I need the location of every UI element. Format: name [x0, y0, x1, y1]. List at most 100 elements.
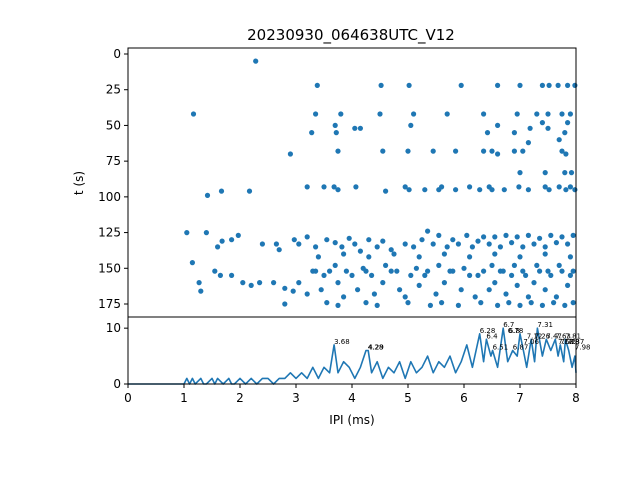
scatter-point [555, 82, 561, 88]
scatter-point [495, 302, 501, 308]
scatter-point [360, 265, 366, 271]
peak-label: 7.12 [527, 332, 543, 340]
x-axis-ticks: 0 1 2 3 4 5 6 7 8 [124, 384, 580, 405]
scatter-point [450, 237, 456, 243]
scatter-point [198, 288, 204, 294]
scatter-points [184, 58, 578, 308]
scatter-point [567, 254, 574, 260]
scatter-point [253, 58, 259, 64]
scatter-point [343, 268, 349, 274]
scatter-point [542, 287, 548, 293]
scatter-point [439, 300, 445, 306]
scatter-point [484, 130, 491, 136]
scatter-point [501, 187, 507, 193]
ipi-line-series [128, 327, 577, 385]
scatter-point [276, 247, 282, 253]
peak-label: 7.47 [546, 332, 562, 340]
scatter-point [402, 294, 408, 300]
scatter-point [332, 262, 338, 268]
scatter-point [371, 291, 377, 297]
scatter-point [492, 280, 498, 286]
scatter-point [517, 254, 523, 260]
peak-label: 4.29 [368, 344, 384, 352]
x-tick-label: 6 [460, 391, 468, 405]
scatter-point [495, 122, 501, 128]
scatter-point [534, 111, 540, 117]
scatter-point [240, 280, 246, 286]
y-tick-label: 10 [106, 321, 121, 335]
scatter-point [380, 148, 386, 154]
scatter-point [374, 244, 380, 250]
scatter-point [248, 282, 254, 288]
scatter-point [467, 184, 473, 190]
scatter-point [335, 187, 341, 193]
scatter-point [478, 300, 484, 306]
scatter-point [282, 285, 288, 291]
scatter-point [525, 232, 532, 238]
scatter-point [321, 272, 327, 278]
scatter-point [184, 230, 190, 236]
scatter-point [419, 237, 425, 243]
scatter-point [548, 272, 554, 278]
scatter-point [217, 272, 223, 278]
scatter-point [475, 238, 481, 244]
scatter-point [495, 82, 501, 88]
peak-label: 7.31 [537, 321, 553, 329]
scatter-point [341, 294, 347, 300]
scatter-point [481, 268, 487, 274]
scatter-point [332, 240, 338, 246]
peak-label: 3.68 [334, 338, 350, 346]
scatter-point [556, 137, 562, 143]
scatter-point [357, 125, 363, 131]
scatter-point [531, 241, 537, 247]
scatter-point [332, 122, 338, 128]
scatter-point [527, 125, 533, 131]
scatter-point [235, 232, 241, 238]
y-tick-label: 75 [106, 154, 121, 168]
peak-label: 7.81 [565, 332, 581, 340]
scatter-point [570, 232, 576, 238]
y-tick-label: 50 [106, 118, 121, 132]
scatter-point [357, 248, 363, 254]
scatter-point [383, 188, 389, 194]
y-tick-label: 150 [98, 261, 121, 275]
scatter-point [425, 228, 431, 234]
scatter-point [355, 287, 361, 293]
scatter-point [377, 111, 383, 117]
scatter-point [472, 294, 478, 300]
scatter-point [520, 268, 526, 274]
x-tick-label: 3 [292, 391, 300, 405]
scatter-point [458, 287, 464, 293]
scatter-point [514, 111, 520, 117]
scatter-point [366, 254, 372, 260]
scatter-point [321, 184, 327, 190]
scatter-point [331, 184, 337, 190]
scatter-point [546, 82, 552, 88]
scatter-point [464, 232, 470, 238]
scatter-point [565, 82, 571, 88]
scatter-point [539, 82, 546, 88]
scatter-point [405, 148, 411, 154]
scatter-point [539, 302, 546, 308]
scatter-point [444, 111, 450, 117]
peak-label: 4.28 [368, 344, 384, 352]
scatter-point [511, 262, 517, 268]
scatter-point [352, 241, 358, 247]
scatter-point [497, 244, 503, 250]
x-tick-label: 4 [348, 391, 356, 405]
scatter-point [273, 241, 279, 247]
scatter-point [481, 148, 487, 154]
scatter-point [422, 187, 428, 193]
scatter-point [380, 280, 386, 286]
scatter-point [542, 251, 548, 257]
scatter-point [313, 111, 319, 117]
scatter-point [411, 244, 417, 250]
scatter-point [509, 272, 515, 278]
y-tick-label: 125 [98, 226, 121, 240]
scatter-point [534, 262, 540, 268]
scatter-point [196, 280, 202, 286]
x-tick-label: 2 [236, 391, 244, 405]
scatter-point [402, 241, 408, 247]
scatter-point [425, 268, 431, 274]
scatter-point [436, 232, 442, 238]
